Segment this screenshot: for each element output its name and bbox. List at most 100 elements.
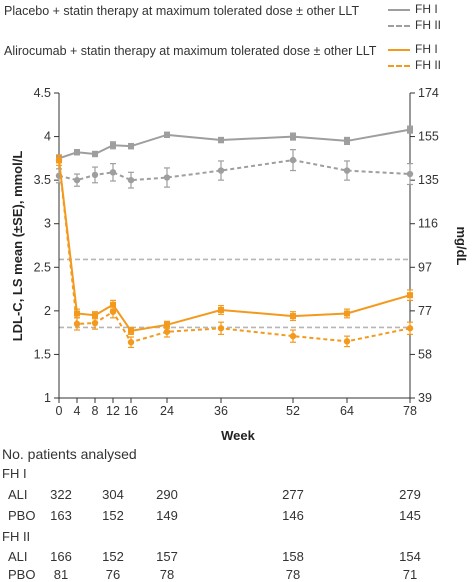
alirocumab-fh2-point	[127, 339, 135, 346]
placebo-fh1-point	[74, 149, 80, 156]
x-tick-label: 64	[340, 404, 354, 418]
placebo-fh2-point	[109, 169, 117, 176]
placebo-fh1-line	[58, 128, 411, 160]
table-cell: 78	[285, 567, 301, 582]
alirocumab-fh2-point	[289, 332, 297, 340]
alirocumab-fh2-line	[58, 159, 411, 344]
placebo-fh1-point	[344, 137, 350, 144]
x-tick-label: 52	[286, 404, 300, 418]
alirocumab-fh1-point	[74, 310, 80, 317]
table-cell: 78	[159, 567, 175, 582]
placebo-fh2-point	[343, 167, 351, 174]
table-cell: 157	[156, 549, 178, 564]
alirocumab-fh1-point	[218, 306, 224, 313]
x-tick-label: 8	[92, 404, 99, 418]
x-tick-label: 16	[124, 404, 138, 418]
alirocumab-fh1-point	[110, 301, 116, 308]
y-axis-label: LDL-C, LS mean (±SE), mmol/L	[10, 151, 25, 342]
alirocumab-fh2-point	[55, 156, 63, 164]
legend-label: FH II	[415, 18, 441, 32]
placebo-fh2-line	[58, 159, 411, 182]
table-cell: 152	[102, 549, 124, 564]
placebo-fh1-point	[110, 142, 116, 149]
legend-placebo-title: Placebo + statin therapy at maximum tole…	[4, 4, 360, 18]
placebo-fh1-point	[218, 137, 224, 144]
y2-tick-label: 58	[418, 347, 432, 361]
ldl-chart: LDL-C, LS mean (±SE), mmol/L mg/dL Week …	[10, 86, 469, 443]
table-cell: 304	[102, 487, 124, 502]
y2-axis-label: mg/dL	[454, 227, 469, 266]
x-axis-label: Week	[221, 428, 255, 443]
legend-placebo-fh2: FH II	[388, 18, 441, 32]
placebo-fh2-point	[127, 176, 135, 184]
placebo-fh2-point	[406, 170, 414, 178]
alirocumab-fh2-point	[163, 328, 171, 335]
alirocumab-fh1-point	[92, 312, 98, 319]
alirocumab-fh2-point	[406, 325, 414, 332]
legend-dashed-line-swatch	[388, 24, 410, 27]
alirocumab-fh1-point	[344, 310, 350, 317]
table-row-label: ALI	[8, 549, 28, 564]
x-tick-label: 0	[56, 404, 63, 418]
table-cell: 163	[50, 508, 72, 523]
y2-tick-label: 39	[418, 391, 432, 405]
legend-alirocumab-title: Alirocumab + statin therapy at maximum t…	[4, 44, 377, 58]
table-cell: 152	[102, 508, 124, 523]
alirocumab-fh1-point	[290, 313, 296, 320]
y2-tick-label: 174	[418, 86, 439, 100]
y-tick-label: 4.5	[34, 86, 51, 100]
y-tick-label: 1	[44, 391, 51, 405]
alirocumab-fh2-point	[217, 325, 225, 332]
placebo-fh1-point	[92, 151, 98, 157]
x-tick-label: 78	[403, 404, 417, 418]
placebo-fh2-point	[163, 174, 171, 181]
y-tick-label: 4	[44, 130, 51, 144]
legend-alirocumab-fh1: FH I	[388, 42, 438, 56]
table-cell: 81	[53, 567, 69, 582]
y2-tick-label: 97	[418, 260, 432, 274]
table-cell: 322	[50, 487, 72, 502]
legend-solid-line-swatch	[388, 8, 410, 11]
table-cell: 166	[50, 549, 72, 564]
y-tick-label: 1.5	[34, 347, 51, 361]
x-tick-label: 12	[106, 404, 120, 418]
table-group-fh1: FH I	[2, 466, 27, 481]
x-tick-label: 36	[214, 404, 228, 418]
legend-label: FH II	[415, 58, 441, 72]
x-tick-label: 4	[74, 404, 81, 418]
table-cell: 146	[282, 508, 304, 523]
placebo-fh2-point	[73, 176, 81, 184]
placebo-fh1-point	[164, 131, 170, 138]
table-row-label: PBO	[8, 508, 36, 523]
placebo-fh1-point	[128, 143, 134, 150]
table-heading: No. patients analysed	[2, 446, 137, 462]
alirocumab-fh2-point	[73, 320, 81, 328]
table-row-label: PBO	[8, 567, 36, 582]
y2-tick-label: 116	[418, 217, 438, 231]
placebo-fh2-point	[217, 167, 225, 174]
placebo-fh2-point	[289, 156, 297, 164]
table-cell: 277	[282, 487, 304, 502]
placebo-fh2-point	[91, 171, 99, 179]
y-tick-label: 2	[44, 304, 51, 318]
alirocumab-fh2-point	[109, 308, 117, 315]
alirocumab-fh1-point	[128, 327, 134, 334]
legend-label: FH I	[415, 2, 438, 16]
table-cell: 145	[399, 508, 421, 523]
table-group-fh2: FH II	[2, 529, 31, 544]
table-cell: 158	[282, 549, 304, 564]
y-tick-label: 3	[44, 217, 51, 231]
table-row-label: ALI	[8, 487, 28, 502]
placebo-fh1-point	[290, 133, 296, 140]
alirocumab-fh1-point	[407, 292, 413, 299]
placebo-fh1-point	[407, 126, 413, 133]
y2-tick-label: 77	[418, 304, 432, 318]
x-tick-label: 24	[160, 404, 174, 418]
legend-placebo-fh1: FH I	[388, 2, 438, 16]
table-cell: 149	[156, 508, 178, 523]
alirocumab-fh2-point	[343, 338, 351, 345]
table-cell: 154	[399, 549, 421, 564]
y-tick-label: 3.5	[34, 173, 51, 187]
legend-solid-line-swatch	[388, 48, 410, 51]
legend-alirocumab-fh2: FH II	[388, 58, 441, 72]
